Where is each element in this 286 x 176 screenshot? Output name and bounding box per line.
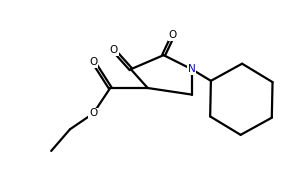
Text: O: O [110, 45, 118, 55]
Text: O: O [89, 108, 98, 118]
Text: O: O [169, 30, 177, 40]
Text: N: N [188, 64, 196, 74]
Text: O: O [89, 57, 98, 67]
